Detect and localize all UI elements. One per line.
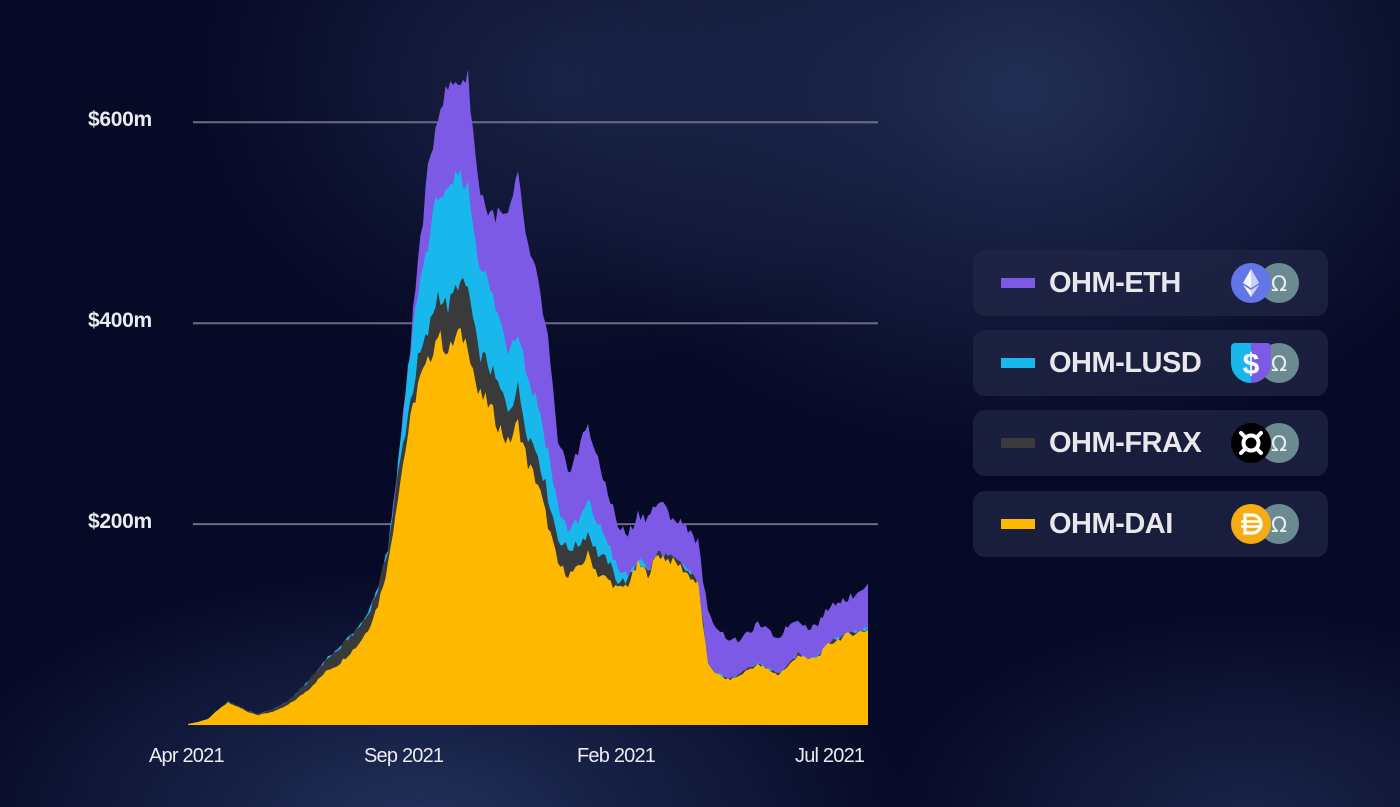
legend-swatch-frax <box>1001 438 1035 448</box>
dai-icon <box>1231 504 1271 544</box>
legend-item-ohm-frax[interactable]: OHM-FRAX Ω <box>973 410 1328 476</box>
legend-label: OHM-DAI <box>1049 507 1173 540</box>
chart-areas <box>188 69 868 725</box>
lusd-icon: $ <box>1231 343 1271 383</box>
svg-text:Ω: Ω <box>1271 352 1287 376</box>
token-pair-icons: Ω <box>1231 263 1301 303</box>
x-axis-label-apr-2021: Apr 2021 <box>149 745 225 767</box>
legend-label: OHM-ETH <box>1049 266 1181 299</box>
legend-label: OHM-FRAX <box>1049 426 1202 459</box>
svg-text:Ω: Ω <box>1271 272 1287 296</box>
frax-icon <box>1231 423 1271 463</box>
token-pair-icons: Ω $ <box>1231 343 1301 383</box>
legend-item-ohm-dai[interactable]: OHM-DAI Ω <box>973 491 1328 557</box>
svg-text:$: $ <box>1243 348 1260 381</box>
y-axis-label-200: $200m <box>88 510 152 533</box>
legend-label: OHM-LUSD <box>1049 346 1202 379</box>
x-axis-label-sep-2021: Sep 2021 <box>364 745 444 767</box>
x-axis-label-feb-2021: Feb 2021 <box>577 745 656 767</box>
x-axis-label-jul-2021: Jul 2021 <box>795 745 865 767</box>
svg-text:Ω: Ω <box>1271 432 1287 456</box>
y-axis-label-400: $400m <box>88 309 152 332</box>
legend-swatch-eth <box>1001 278 1035 288</box>
token-pair-icons: Ω <box>1231 504 1301 544</box>
area-ohm-dai <box>188 327 868 725</box>
token-pair-icons: Ω <box>1231 423 1301 463</box>
legend-item-ohm-eth[interactable]: OHM-ETH Ω <box>973 250 1328 316</box>
legend-swatch-lusd <box>1001 358 1035 368</box>
legend-item-ohm-lusd[interactable]: OHM-LUSD Ω $ <box>973 330 1328 396</box>
eth-icon <box>1231 263 1271 303</box>
svg-text:Ω: Ω <box>1271 513 1287 537</box>
y-axis-label-600: $600m <box>88 108 152 131</box>
legend-swatch-dai <box>1001 519 1035 529</box>
